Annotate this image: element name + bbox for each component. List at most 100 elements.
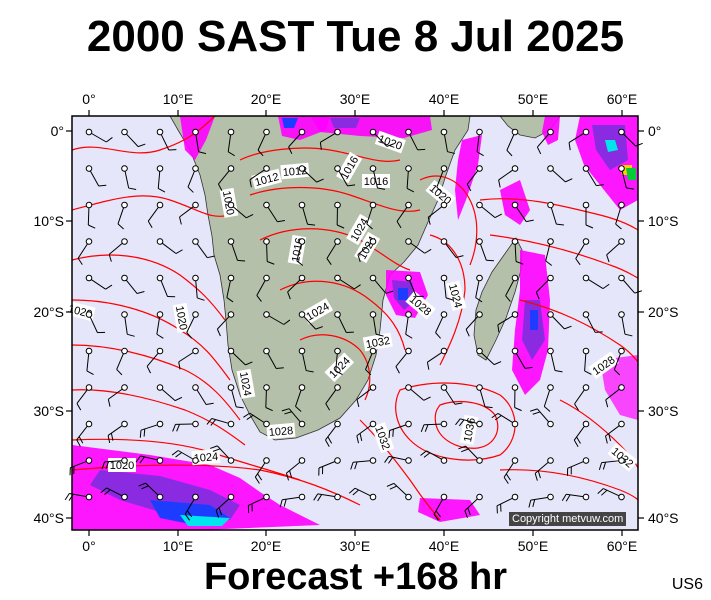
wind-barb [605, 384, 625, 408]
lon-labels-top: 0° 10°E 20°E 30°E 40°E 50°E 60°E [82, 91, 637, 107]
wind-barb [356, 384, 377, 408]
wind-barb [511, 384, 522, 412]
lat-label: 40°S [33, 510, 64, 526]
wind-barb [420, 420, 448, 432]
wind-barb [85, 347, 94, 376]
wind-barb [582, 347, 592, 375]
wind-barb [288, 128, 306, 154]
wind-barb [597, 488, 625, 501]
wind-barb [598, 457, 625, 471]
svg-text:1020: 1020 [173, 305, 189, 331]
wind-barb [405, 165, 415, 193]
wind-barb [135, 455, 164, 464]
wind-barb [215, 493, 235, 518]
wind-barb [279, 493, 306, 508]
wind-barb [455, 418, 483, 428]
wind-barb [365, 347, 377, 376]
wind-barb [76, 384, 93, 411]
wind-barb [427, 201, 448, 225]
wind-barb [606, 238, 625, 263]
wind-barb [210, 445, 235, 464]
wind-barb [475, 274, 483, 303]
lat-label: 10°S [648, 213, 679, 229]
wind-barb [107, 384, 128, 407]
wind-barb [263, 384, 273, 412]
wind-barb [249, 165, 270, 188]
wind-barb [426, 347, 448, 370]
wind-barb [192, 128, 207, 155]
wind-barb [615, 201, 625, 230]
wind-barb [156, 311, 164, 339]
lon-label: 30°E [340, 91, 371, 107]
forecast-label: Forecast +168 hr [203, 556, 508, 598]
wind-barb [395, 347, 412, 374]
wind-barb [503, 457, 519, 484]
wind-barb [257, 128, 270, 157]
wind-barb [227, 347, 253, 366]
lat-label: 30°S [648, 403, 679, 419]
wind-barb [256, 274, 270, 302]
wind-barb [121, 274, 145, 295]
wind-barb [187, 165, 199, 193]
wind-barb [69, 457, 93, 476]
wind-barb [535, 274, 554, 300]
wind-barb [85, 311, 106, 334]
wind-barb [146, 347, 164, 374]
wind-barb [263, 311, 291, 325]
wind-barb [85, 274, 113, 290]
wind-barb [476, 238, 494, 262]
wind-barb [613, 347, 625, 376]
wind-barb [567, 457, 590, 476]
wind-barb [263, 347, 284, 369]
lat-label: 20°S [33, 304, 64, 320]
lat-labels-left: 0° 10°S 20°S 30°S 40°S [33, 123, 64, 526]
wind-barb [216, 311, 235, 337]
wind-barb [511, 347, 533, 369]
wind-barb [121, 311, 135, 337]
wind-barb [366, 201, 377, 230]
wind-barb [325, 384, 341, 411]
wind-barb [561, 493, 590, 502]
copyright-notice: Copyright metvuw.com [509, 512, 627, 526]
svg-text:1032: 1032 [365, 335, 391, 351]
wind-barb [192, 384, 214, 405]
isobar-label: 1020 [172, 302, 192, 333]
wind-barb [618, 128, 643, 147]
wind-barb [116, 347, 128, 376]
wind-barb [575, 238, 590, 266]
wind-barb [350, 457, 377, 470]
wind-barb [440, 128, 456, 154]
wind-barb [226, 274, 235, 303]
wind-barb [334, 347, 343, 375]
lon-label: 40°E [429, 91, 460, 107]
wind-barb [465, 311, 483, 337]
wind-barb [172, 420, 199, 432]
lon-label: 20°E [251, 91, 282, 107]
wind-barb [356, 420, 377, 444]
wind-barb [498, 165, 519, 188]
wind-barb [121, 165, 137, 191]
wind-barb [263, 201, 285, 223]
wind-barb [156, 274, 176, 298]
wind-barb [433, 493, 448, 521]
wind-barb [568, 128, 590, 151]
wind-barb [156, 238, 183, 254]
wind-barb [298, 347, 314, 373]
lat-label: 0° [51, 123, 64, 139]
wind-barb [227, 128, 235, 157]
wind-barb [139, 420, 164, 438]
wind-barb [107, 420, 128, 444]
wind-barb [618, 165, 634, 190]
wind-barb [117, 201, 128, 230]
wind-barb [405, 274, 424, 297]
svg-text:1020: 1020 [220, 190, 236, 216]
wind-barb [217, 165, 235, 192]
wind-barb [334, 201, 345, 229]
wind-barb [369, 128, 395, 147]
wind-barb [396, 201, 412, 229]
wind-barb [227, 201, 254, 219]
lat-labels-right: 0° 10°S 20°S 30°S 40°S [648, 123, 679, 526]
wind-barb [618, 311, 633, 337]
wind-barb [263, 238, 275, 265]
svg-text:1036: 1036 [462, 417, 478, 443]
